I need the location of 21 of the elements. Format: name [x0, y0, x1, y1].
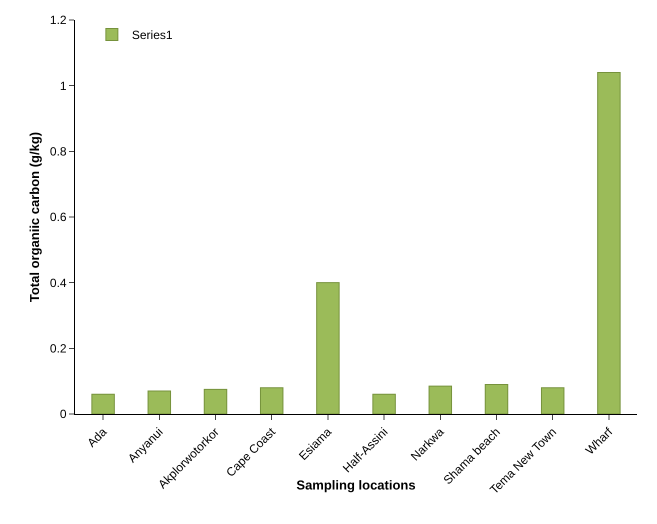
x-tick-label: Ada: [84, 424, 110, 450]
bar: [597, 72, 621, 414]
y-tick-label: 0.8: [50, 144, 67, 159]
y-axis-title: Total organiic carbon (g/kg): [27, 132, 42, 302]
bar: [148, 390, 172, 414]
bar: [540, 387, 564, 414]
y-tick-label: 1.2: [50, 13, 67, 28]
bar: [316, 282, 340, 414]
bar: [428, 386, 452, 414]
bar: [484, 384, 508, 414]
legend-label: Series1: [132, 28, 173, 42]
y-tick-label: 0.6: [50, 210, 67, 224]
y-tick-label: 0.4: [50, 276, 67, 290]
y-tick-label: 0: [60, 407, 67, 422]
y-tick-label: 0.2: [50, 342, 67, 356]
bar: [91, 394, 115, 414]
bar: [372, 394, 396, 414]
y-tick-label: 1: [60, 78, 67, 93]
bar: [260, 387, 284, 414]
x-axis-title: Sampling locations: [296, 477, 416, 492]
bar: [204, 388, 228, 414]
